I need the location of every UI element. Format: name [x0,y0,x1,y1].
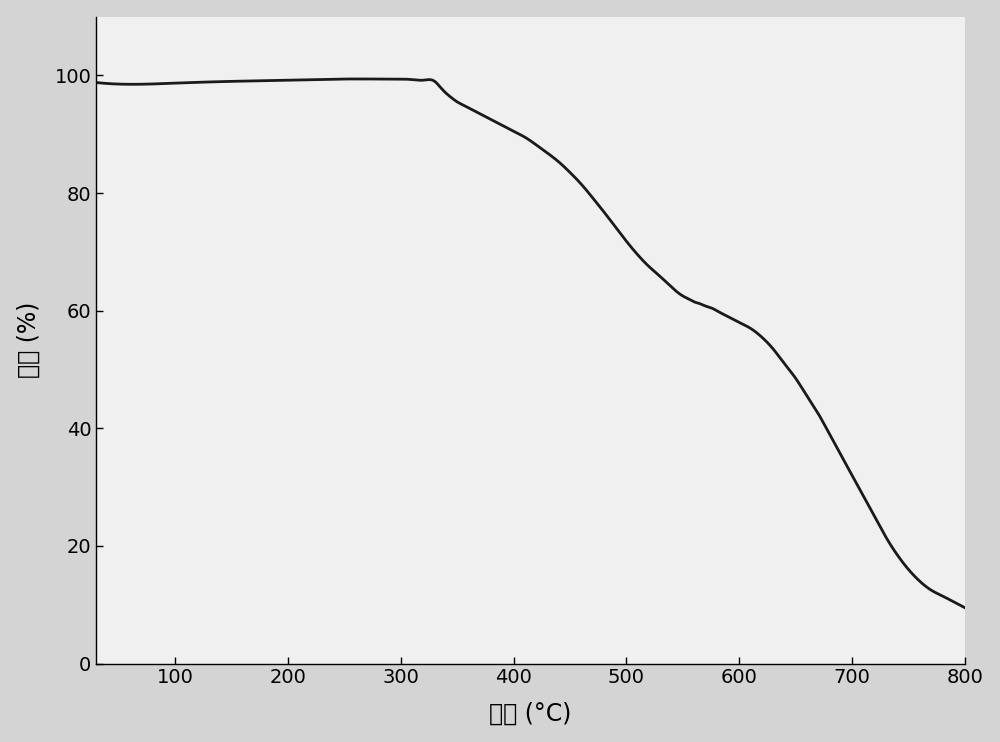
X-axis label: 温度 (°C): 温度 (°C) [489,701,572,726]
Y-axis label: 重量 (%): 重量 (%) [17,302,41,378]
